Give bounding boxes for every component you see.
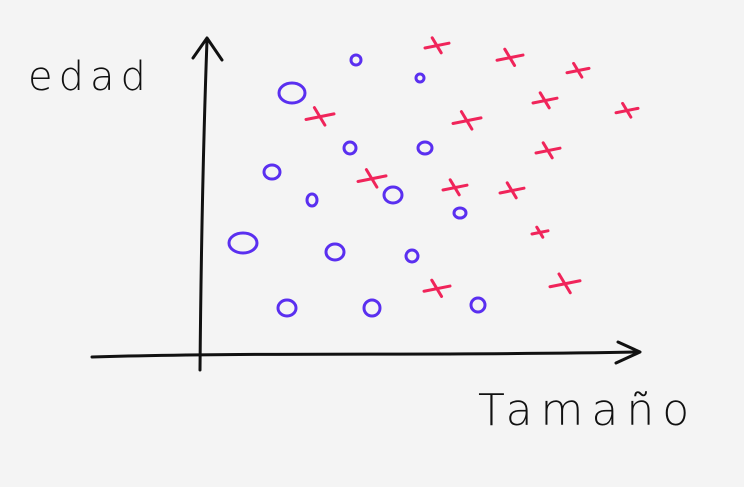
cross-mark <box>312 106 327 127</box>
cross-mark <box>621 101 633 119</box>
cross-mark <box>448 178 461 197</box>
circle-mark <box>262 163 282 181</box>
circle-mark <box>305 192 319 208</box>
circle-mark <box>382 185 404 205</box>
y-axis-label: edad <box>28 54 152 100</box>
x-axis <box>90 350 640 359</box>
cross-mark <box>430 278 444 298</box>
cross-mark <box>503 47 517 67</box>
circle-mark <box>452 206 468 220</box>
cross-mark <box>572 61 584 79</box>
circle-mark <box>416 140 434 156</box>
circle-mark <box>342 140 358 156</box>
cross-mark <box>459 110 474 131</box>
circle-mark <box>277 81 307 105</box>
cross-mark <box>538 91 551 110</box>
cross-mark <box>541 141 554 160</box>
y-axis <box>198 38 209 372</box>
circle-mark <box>469 296 487 314</box>
circle-mark <box>349 53 363 67</box>
circle-mark <box>404 248 420 264</box>
circle-mark <box>324 242 346 262</box>
circle-mark <box>276 298 298 318</box>
cross-mark <box>535 225 545 239</box>
cross-mark <box>364 168 379 189</box>
x-axis-arrow <box>614 340 642 365</box>
cross-mark <box>505 181 518 200</box>
cross-mark <box>430 36 443 55</box>
circle-mark <box>362 298 382 318</box>
circle-mark <box>227 231 259 255</box>
circle-mark <box>414 72 426 84</box>
x-axis-label: Tamaño <box>478 385 697 436</box>
y-axis-arrow <box>191 36 224 62</box>
cross-mark <box>557 272 572 295</box>
